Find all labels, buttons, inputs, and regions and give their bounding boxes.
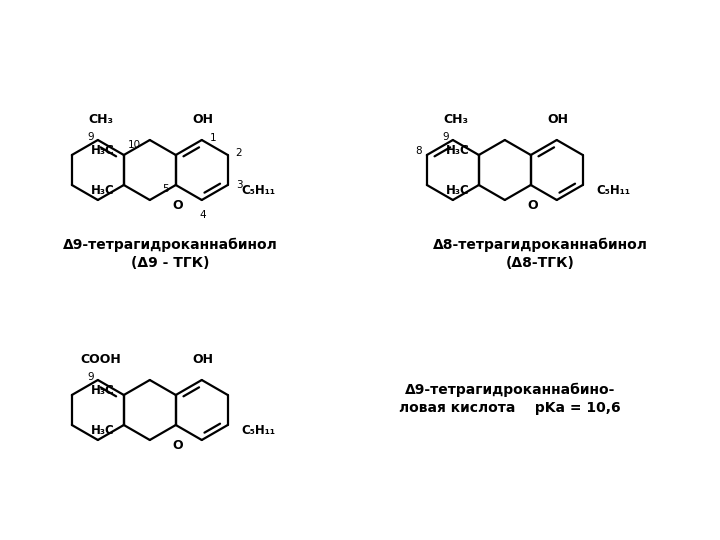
Text: CH₃: CH₃	[444, 113, 468, 126]
Text: OH: OH	[192, 353, 213, 366]
Text: 5: 5	[162, 184, 168, 194]
Text: C₅H₁₁: C₅H₁₁	[242, 185, 276, 198]
Text: 9: 9	[87, 372, 94, 382]
Text: C₅H₁₁: C₅H₁₁	[597, 185, 631, 198]
Text: C₅H₁₁: C₅H₁₁	[242, 424, 276, 437]
Text: (Δ9 - ТГК): (Δ9 - ТГК)	[131, 256, 210, 270]
Text: 10: 10	[128, 140, 141, 150]
Text: Δ8-тетрагидроканнабинол: Δ8-тетрагидроканнабинол	[433, 238, 647, 252]
Text: CH₃: CH₃	[89, 113, 113, 126]
Text: (Δ8-ТГК): (Δ8-ТГК)	[505, 256, 575, 270]
Text: Δ9-тетрагидроканнабино-: Δ9-тетрагидроканнабино-	[405, 383, 615, 397]
Text: H₃C: H₃C	[446, 184, 470, 197]
Text: O: O	[173, 439, 183, 452]
Text: 2: 2	[235, 148, 243, 158]
Text: H₃C: H₃C	[91, 383, 114, 396]
Text: H₃C: H₃C	[91, 184, 114, 197]
Text: COOH: COOH	[81, 353, 121, 366]
Text: 9: 9	[87, 132, 94, 142]
Text: H₃C: H₃C	[91, 423, 114, 436]
Text: 4: 4	[199, 210, 206, 220]
Text: 1: 1	[210, 133, 217, 143]
Text: Δ9-тетрагидроканнабинол: Δ9-тетрагидроканнабинол	[63, 238, 277, 252]
Text: O: O	[528, 199, 538, 212]
Text: 3: 3	[235, 180, 243, 190]
Text: OH: OH	[192, 113, 213, 126]
Text: H₃C: H₃C	[91, 144, 114, 157]
Text: O: O	[173, 199, 183, 212]
Text: 8: 8	[415, 146, 422, 156]
Text: ловая кислота    pKa = 10,6: ловая кислота pKa = 10,6	[399, 401, 621, 415]
Text: H₃C: H₃C	[446, 144, 470, 157]
Text: 9: 9	[442, 132, 449, 142]
Text: OH: OH	[547, 113, 568, 126]
